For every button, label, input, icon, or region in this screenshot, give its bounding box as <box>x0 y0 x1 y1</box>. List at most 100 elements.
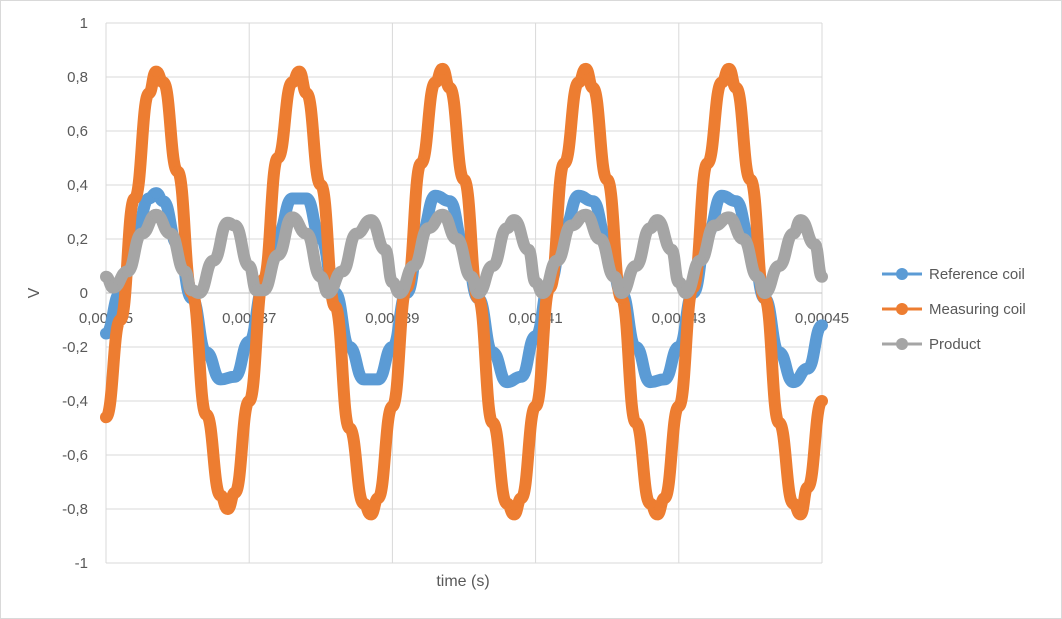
data-point <box>293 66 305 78</box>
data-point <box>394 287 406 299</box>
data-point <box>522 244 534 256</box>
data-point <box>179 265 191 277</box>
data-point <box>795 214 806 226</box>
y-tick-label: -1 <box>75 555 88 572</box>
data-point <box>530 276 542 288</box>
data-point <box>358 373 370 385</box>
data-point <box>272 249 284 261</box>
data-point <box>601 174 613 186</box>
data-point <box>200 409 212 420</box>
data-point <box>336 265 348 277</box>
data-point <box>787 228 799 240</box>
data-point <box>229 487 241 499</box>
data-point <box>222 503 234 515</box>
data-point <box>730 82 742 94</box>
data-point <box>437 63 448 75</box>
data-point <box>386 276 398 288</box>
data-point <box>816 395 828 407</box>
data-point <box>587 195 599 207</box>
data-point <box>616 287 627 299</box>
data-point <box>608 271 620 283</box>
data-point <box>386 400 398 412</box>
y-tick-label: 0,4 <box>67 177 88 194</box>
data-point <box>630 417 642 429</box>
y-tick-labels: 1 0,8 0,6 0,4 0,2 0 -0,2 -0,4 -0,6 -0,8 -1 <box>62 15 88 572</box>
data-point <box>193 287 205 299</box>
data-point <box>100 271 112 283</box>
data-point <box>680 287 692 299</box>
data-point <box>573 190 585 202</box>
x-axis-title: time (s) <box>436 573 489 590</box>
data-point <box>551 255 563 267</box>
x-tick-label: 0,00043 <box>652 310 706 327</box>
data-point <box>651 214 663 226</box>
legend-marker <box>896 268 908 280</box>
data-point <box>816 319 828 331</box>
data-point <box>508 508 520 520</box>
data-point <box>229 371 241 383</box>
data-point <box>343 422 355 434</box>
data-point <box>802 481 814 493</box>
data-point <box>723 63 735 75</box>
data-point <box>150 187 162 199</box>
data-point <box>709 220 721 231</box>
legend-marker <box>896 338 908 350</box>
data-point <box>114 314 126 326</box>
y-tick-label: -0,6 <box>62 447 88 464</box>
data-point <box>630 260 642 272</box>
series-product <box>100 208 828 299</box>
legend-label: Measuring coil <box>929 301 1026 318</box>
data-point <box>229 220 241 231</box>
data-point <box>107 282 119 294</box>
legend-item: Reference coil <box>882 266 1025 283</box>
data-point <box>716 190 728 202</box>
data-point <box>207 255 219 267</box>
data-point <box>752 271 764 283</box>
data-point <box>809 238 821 250</box>
data-point <box>465 271 477 283</box>
data-point <box>329 301 341 312</box>
data-point <box>644 498 656 510</box>
data-point <box>286 193 298 204</box>
data-point <box>716 76 728 88</box>
data-point <box>659 373 670 385</box>
data-point <box>487 260 499 272</box>
data-point <box>580 63 592 75</box>
data-point <box>157 76 169 88</box>
data-point <box>673 400 685 412</box>
data-point <box>172 166 184 177</box>
legend-label: Product <box>929 336 982 353</box>
data-point <box>258 284 269 296</box>
data-point <box>580 209 592 221</box>
data-point <box>358 498 370 510</box>
data-point <box>795 508 806 520</box>
legend-item: Product <box>882 336 982 353</box>
data-point <box>415 157 427 169</box>
data-point <box>694 255 706 267</box>
data-point <box>451 233 463 245</box>
data-point <box>429 190 441 202</box>
y-tick-label: -0,2 <box>62 339 88 356</box>
data-point <box>444 82 456 94</box>
data-point <box>157 195 169 207</box>
data-point <box>773 260 785 272</box>
data-point <box>437 209 448 221</box>
data-point <box>458 174 470 186</box>
data-point <box>365 214 377 226</box>
data-point <box>744 174 756 186</box>
data-point <box>444 195 456 207</box>
data-point <box>150 66 162 78</box>
data-point <box>429 76 441 88</box>
legend-label: Reference coil <box>929 266 1025 283</box>
data-point <box>315 271 327 283</box>
plot-series <box>100 62 828 521</box>
data-point <box>816 271 828 283</box>
data-point <box>351 228 363 240</box>
data-point <box>143 87 155 99</box>
data-point <box>286 211 298 223</box>
x-tick-label: 0,00045 <box>795 310 849 327</box>
data-point <box>100 328 112 339</box>
data-point <box>301 193 312 204</box>
x-tick-label: 0,00039 <box>365 310 419 327</box>
data-point <box>666 244 678 256</box>
